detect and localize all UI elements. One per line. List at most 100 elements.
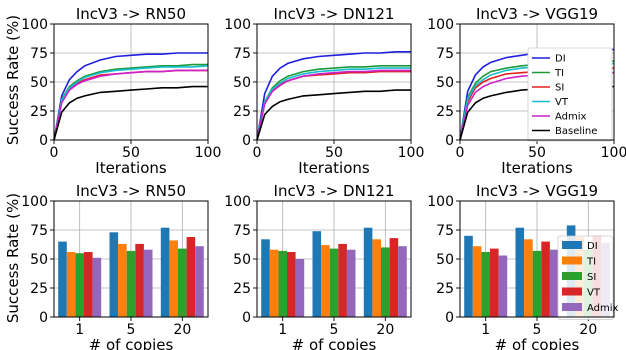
bar-di — [363, 227, 373, 317]
y-tick-label: 50 — [436, 75, 454, 91]
series-line-baseline — [53, 85, 208, 141]
y-tick-label: 25 — [233, 104, 251, 120]
y-tick-label: 50 — [436, 252, 454, 268]
y-tick-label: 75 — [233, 223, 251, 239]
series-line-di — [53, 52, 208, 141]
bar-ti — [269, 249, 279, 317]
bar-admix — [346, 249, 356, 317]
x-tick-label: 100 — [601, 145, 626, 161]
bar-di — [515, 227, 525, 317]
axes-frame — [256, 23, 412, 141]
bar-di — [109, 232, 119, 317]
y-tick-label: 0 — [445, 310, 454, 326]
chart-panel-3: 0 25 50 75 100 0 50 100 DI TI SI VT Admix Baseline Inc… — [427, 5, 626, 177]
y-tick-label: 0 — [445, 133, 454, 149]
x-axis-label: Iterations — [298, 159, 370, 177]
y-tick-label: 25 — [436, 281, 454, 297]
chart-title: IncV3 -> DN121 — [274, 182, 395, 200]
x-tick-label: 5 — [533, 322, 542, 338]
series-line-ti — [53, 63, 208, 141]
x-tick-label: 0 — [253, 145, 262, 161]
series-line-admix — [256, 69, 411, 141]
bar-vt — [389, 238, 399, 317]
legend-label-di: DI — [555, 54, 566, 65]
x-axis-label: # of copies — [292, 336, 377, 350]
legend-label-vt: VT — [587, 288, 601, 299]
y-tick-label: 100 — [21, 194, 48, 210]
y-tick-label: 0 — [242, 133, 251, 149]
legend-swatch-si — [562, 272, 582, 280]
bar-di — [312, 231, 322, 317]
x-tick-label: 100 — [398, 145, 425, 161]
bar-ti — [524, 239, 533, 317]
chart-panel-1: 0 25 50 75 100 0 50 100 IncV3 -> RN50 Iterations — [21, 5, 221, 177]
x-tick-label: 5 — [127, 322, 136, 338]
legend-box — [527, 47, 613, 142]
bar-admix — [498, 255, 508, 317]
chart-panel-4: 0 25 50 75 100 1 5 20 IncV3 -> RN50 # of copies — [21, 182, 209, 350]
x-tick-label: 100 — [195, 145, 222, 161]
series-line-vt — [53, 65, 209, 141]
legend-label-admix: Admix — [587, 303, 619, 314]
bar-vt — [338, 243, 347, 317]
bar-admix — [295, 259, 305, 317]
bar-admix — [549, 249, 559, 317]
y-tick-label: 75 — [436, 46, 454, 62]
x-tick-label: 50 — [528, 145, 546, 161]
y-tick-label: 75 — [30, 223, 48, 239]
bar-admix — [92, 257, 102, 317]
y-tick-label: 25 — [436, 104, 454, 120]
bar-di — [261, 239, 270, 317]
bar-si — [178, 248, 187, 317]
legend-label-ti: TI — [586, 257, 596, 268]
legend-label-admix: Admix — [555, 112, 587, 123]
bar-ti — [372, 239, 381, 317]
y-tick-label: 100 — [21, 17, 48, 33]
bar-di — [160, 227, 170, 317]
y-axis-label-bottom: Success Rate (%) — [4, 193, 22, 323]
bar-si — [278, 250, 287, 317]
bar-ti — [321, 245, 330, 317]
x-axis-label: Iterations — [501, 159, 573, 177]
axes-frame — [53, 23, 209, 141]
x-axis-label: # of copies — [89, 336, 174, 350]
bar-vt — [541, 241, 550, 317]
y-tick-label: 50 — [30, 75, 48, 91]
y-axis-label-top: Success Rate (%) — [4, 15, 22, 145]
x-tick-label: 1 — [278, 322, 287, 338]
x-tick-label: 50 — [325, 145, 343, 161]
legend-label-baseline: Baseline — [555, 126, 597, 137]
y-tick-label: 0 — [39, 133, 48, 149]
bar-si — [75, 253, 84, 317]
bar-ti — [66, 252, 76, 317]
bar-admix — [398, 246, 407, 317]
x-tick-label: 20 — [376, 322, 394, 338]
bar-vt — [490, 248, 499, 317]
axes-frame — [459, 200, 615, 318]
bar-ti — [118, 243, 127, 317]
bar-vt — [135, 243, 144, 317]
y-tick-label: 75 — [436, 223, 454, 239]
bar-ti — [169, 240, 178, 317]
y-tick-label: 0 — [39, 310, 48, 326]
chart-panel-5: 0 25 50 75 100 1 5 20 IncV3 -> DN121 # of copies — [224, 182, 412, 350]
legend-swatch-vt — [562, 287, 582, 296]
legend-label-si: SI — [587, 272, 596, 283]
x-tick-label: 0 — [456, 145, 465, 161]
x-tick-label: 0 — [50, 145, 59, 161]
y-tick-label: 25 — [30, 281, 48, 297]
axes-frame — [256, 200, 412, 318]
bar-vt — [287, 252, 296, 317]
legend-label-ti: TI — [554, 68, 564, 79]
x-tick-label: 5 — [330, 322, 339, 338]
legend-swatch-admix — [562, 303, 582, 311]
y-tick-label: 100 — [224, 17, 251, 33]
series-line-ti — [256, 65, 411, 141]
chart-title: IncV3 -> RN50 — [76, 5, 186, 23]
chart-panel-2: 0 25 50 75 100 0 50 100 IncV3 -> DN121 Iterations — [224, 5, 424, 177]
bar-ti — [472, 246, 482, 317]
legend-label-si: SI — [555, 83, 564, 94]
series-line-baseline — [256, 89, 411, 141]
x-axis-label: # of copies — [495, 336, 580, 350]
bar-si — [532, 250, 542, 317]
